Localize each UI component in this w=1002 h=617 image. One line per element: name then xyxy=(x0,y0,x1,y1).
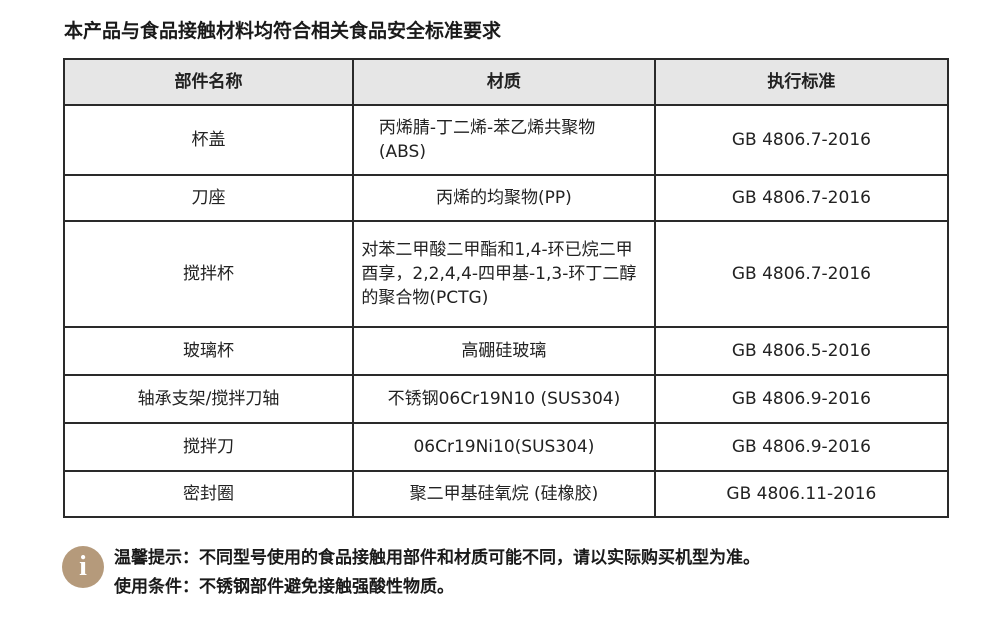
part-cell: 密封圈 xyxy=(62,470,355,518)
table-row: 搅拌杯 对苯二甲酸二甲酯和1,4-环已烷二甲酉享，2,2,4,4-四甲基-1,3-… xyxy=(62,220,950,328)
tip-text: 温馨提示：不同型号使用的食品接触用部件和材质可能不同，请以实际购买机型为准。 xyxy=(114,548,760,568)
table-row: 密封圈 聚二甲基硅氧烷 (硅橡胶) GB 4806.11-2016 xyxy=(62,470,950,518)
material-text: 对苯二甲酸二甲酯和1,4-环已烷二甲酉享，2,2,4,4-四甲基-1,3-环丁二… xyxy=(361,240,637,308)
material-cell: 丙烯腈-丁二烯-苯乙烯共聚物(ABS) xyxy=(352,104,656,176)
part-cell: 轴承支架/搅拌刀轴 xyxy=(62,374,355,424)
table-row: 轴承支架/搅拌刀轴 不锈钢06Cr19N10 (SUS304) GB 4806.9-… xyxy=(62,374,950,424)
header-part: 部件名称 xyxy=(62,58,355,106)
part-cell: 玻璃杯 xyxy=(62,326,355,376)
standard-cell: GB 4806.11-2016 xyxy=(653,470,950,518)
header-standard: 执行标准 xyxy=(653,58,950,106)
page-title: 本产品与食品接触材料均符合相关食品安全标准要求 xyxy=(64,20,502,42)
table-row: 搅拌刀 06Cr19Ni10(SUS304) GB 4806.9-2016 xyxy=(62,422,950,472)
materials-table: 部件名称 材质 执行标准 杯盖 丙烯腈-丁二烯-苯乙烯共聚物(ABS) GB 480… xyxy=(62,58,950,518)
material-text: 丙烯腈-丁二烯-苯乙烯共聚物(ABS) xyxy=(378,118,596,162)
standard-cell: GB 4806.9-2016 xyxy=(653,422,950,472)
material-cell: 聚二甲基硅氧烷 (硅橡胶) xyxy=(352,470,656,518)
part-cell: 刀座 xyxy=(62,174,355,222)
standard-cell: GB 4806.7-2016 xyxy=(653,174,950,222)
material-cell: 高硼硅玻璃 xyxy=(352,326,656,376)
table-row: 杯盖 丙烯腈-丁二烯-苯乙烯共聚物(ABS) GB 4806.7-2016 xyxy=(62,104,950,176)
table-row: 玻璃杯 高硼硅玻璃 GB 4806.5-2016 xyxy=(62,326,950,376)
part-cell: 搅拌杯 xyxy=(62,220,355,328)
standard-cell: GB 4806.7-2016 xyxy=(653,220,950,328)
standard-cell: GB 4806.5-2016 xyxy=(653,326,950,376)
standard-cell: GB 4806.7-2016 xyxy=(653,104,950,176)
condition-text: 使用条件：不锈钢部件避免接触强酸性物质。 xyxy=(114,577,454,597)
part-cell: 杯盖 xyxy=(62,104,355,176)
material-cell: 对苯二甲酸二甲酯和1,4-环已烷二甲酉享，2,2,4,4-四甲基-1,3-环丁二… xyxy=(352,220,656,328)
material-cell: 06Cr19Ni10(SUS304) xyxy=(352,422,656,472)
table-header: 部件名称 材质 执行标准 xyxy=(62,58,950,106)
table-row: 刀座 丙烯的均聚物(PP) GB 4806.7-2016 xyxy=(62,174,950,222)
material-cell: 丙烯的均聚物(PP) xyxy=(352,174,656,222)
header-material: 材质 xyxy=(352,58,656,106)
info-icon: i xyxy=(62,546,104,588)
part-cell: 搅拌刀 xyxy=(62,422,355,472)
standard-cell: GB 4806.9-2016 xyxy=(653,374,950,424)
material-cell: 不锈钢06Cr19N10 (SUS304) xyxy=(352,374,656,424)
